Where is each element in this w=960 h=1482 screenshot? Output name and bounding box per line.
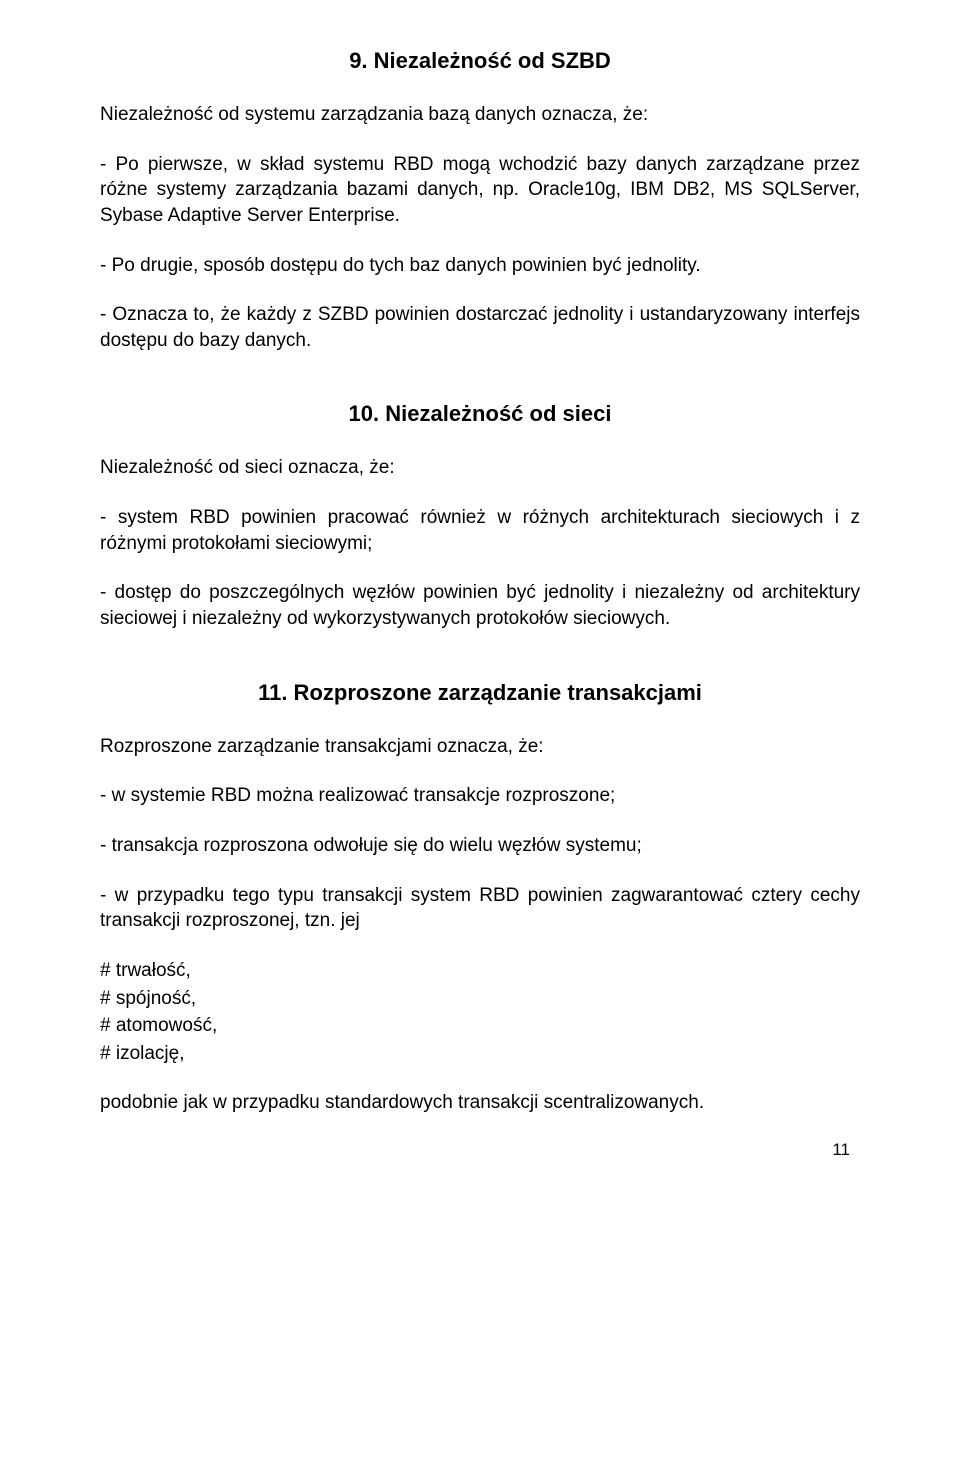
section-9-item-2: - Po drugie, sposób dostępu do tych baz …	[100, 253, 860, 279]
section-11-bullet-3: # atomowość,	[100, 1013, 860, 1039]
section-10-title: 10. Niezależność od sieci	[100, 401, 860, 427]
section-11-item-2: - transakcja rozproszona odwołuje się do…	[100, 833, 860, 859]
section-10-intro: Niezależność od sieci oznacza, że:	[100, 455, 860, 481]
document-page: 9. Niezależność od SZBD Niezależność od …	[0, 0, 960, 1200]
section-11-closing: podobnie jak w przypadku standardowych t…	[100, 1090, 860, 1116]
section-11-title: 11. Rozproszone zarządzanie transakcjami	[100, 680, 860, 706]
section-9-intro: Niezależność od systemu zarządzania bazą…	[100, 102, 860, 128]
section-11-bullet-4: # izolację,	[100, 1041, 860, 1067]
section-9-item-1: - Po pierwsze, w skład systemu RBD mogą …	[100, 152, 860, 229]
section-9-item-3: - Oznacza to, że każdy z SZBD powinien d…	[100, 302, 860, 353]
section-11-item-3: - w przypadku tego typu transakcji syste…	[100, 883, 860, 934]
page-number: 11	[100, 1140, 860, 1160]
section-11-bullet-2: # spójność,	[100, 986, 860, 1012]
section-11-bullet-1: # trwałość,	[100, 958, 860, 984]
section-11-intro: Rozproszone zarządzanie transakcjami ozn…	[100, 734, 860, 760]
section-9-title: 9. Niezależność od SZBD	[100, 48, 860, 74]
section-10-item-2: - dostęp do poszczególnych węzłów powini…	[100, 580, 860, 631]
section-11-item-1: - w systemie RBD można realizować transa…	[100, 783, 860, 809]
section-10-item-1: - system RBD powinien pracować również w…	[100, 505, 860, 556]
